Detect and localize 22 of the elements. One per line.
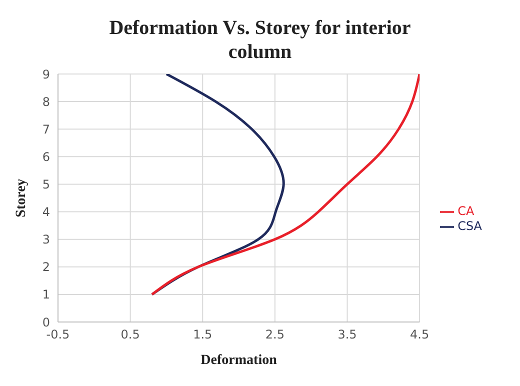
y-tick-label: 0	[42, 315, 50, 330]
y-tick-label: 5	[42, 177, 50, 192]
x-tick-label: 4.5	[410, 328, 430, 342]
x-tick-label: 1.5	[193, 328, 212, 342]
x-tick-label: 0.5	[120, 328, 140, 342]
y-tick-label: 9	[42, 67, 50, 82]
line-series	[150, 74, 420, 296]
y-tick-label: 6	[42, 150, 50, 164]
x-tick-label: -0.5	[46, 328, 70, 342]
y-tick-label: 2	[42, 260, 50, 274]
y-tick-label: 7	[42, 122, 50, 136]
y-tick-label: 4	[42, 205, 50, 220]
y-axis-title: Storey	[14, 178, 29, 218]
y-tick-label: 3	[42, 232, 50, 247]
legend-label: CSA	[458, 219, 482, 233]
y-tick-label: 1	[42, 288, 50, 302]
chart-title: Deformation Vs. Storey for interior column	[108, 16, 412, 64]
x-axis-title: Deformation	[200, 353, 278, 368]
y-tick-label: 8	[42, 94, 50, 109]
x-tick-label: 3.5	[338, 328, 357, 342]
legend-label: CA	[458, 204, 474, 218]
x-tick-label: 2.5	[265, 328, 284, 342]
